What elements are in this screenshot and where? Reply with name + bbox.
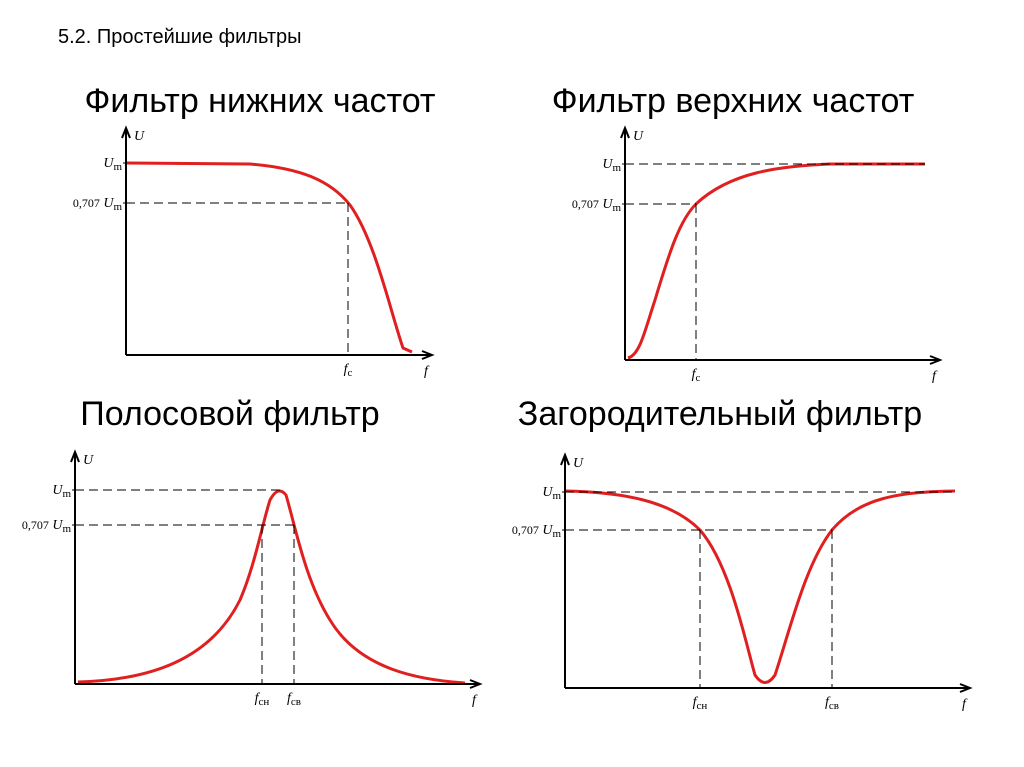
panel-title: Фильтр нижних частот <box>85 82 436 120</box>
x-axis-label: f <box>962 697 968 712</box>
x-axis <box>126 350 435 360</box>
cutoff-label: fсв <box>287 691 301 708</box>
y-axis <box>620 125 630 360</box>
label-subscript: св <box>829 700 839 712</box>
label-prefix: 0,707 <box>73 196 100 210</box>
x-axis-label: f <box>424 364 430 379</box>
label-subscript: m <box>113 201 122 213</box>
cutoff-label: fc <box>344 362 353 379</box>
label-symbol: f <box>287 691 293 706</box>
label-symbol: f <box>255 691 261 706</box>
label-subscript: m <box>113 161 122 173</box>
label-subscript: m <box>612 162 621 174</box>
cutoff-label: fсн <box>255 691 270 708</box>
y-level-label: 0,707 Um <box>572 197 622 214</box>
y-level-label: 0,707 Um <box>512 523 562 540</box>
label-symbol: f <box>825 695 831 710</box>
x-axis <box>565 683 973 693</box>
label-symbol: U <box>52 518 63 533</box>
label-subscript: c <box>348 367 353 379</box>
panel-title: Полосовой фильтр <box>80 395 379 433</box>
label-symbol: U <box>52 483 63 498</box>
label-subscript: m <box>552 528 561 540</box>
bandpass-curve <box>77 489 466 685</box>
label-subscript: m <box>552 490 561 502</box>
y-axis <box>121 125 131 355</box>
label-symbol: U <box>103 196 114 211</box>
lowpass-curve <box>125 161 413 354</box>
label-symbol: U <box>542 523 553 538</box>
y-axis-label: U <box>134 129 145 144</box>
label-symbol: U <box>103 156 114 171</box>
y-level-label: Um <box>602 157 621 174</box>
label-subscript: m <box>612 202 621 214</box>
panel-title: Загородительный фильтр <box>518 395 922 433</box>
cutoff-label: fc <box>692 367 701 384</box>
y-axis <box>560 452 570 688</box>
y-level-label: 0,707 Um <box>22 518 72 535</box>
label-subscript: c <box>696 372 701 384</box>
label-subscript: m <box>62 523 71 535</box>
label-subscript: сн <box>697 700 708 712</box>
slide-heading: 5.2. Простейшие фильтры <box>58 26 301 48</box>
label-symbol: U <box>602 197 613 212</box>
x-axis-label: f <box>472 693 478 708</box>
y-axis <box>70 449 80 684</box>
label-subscript: св <box>291 696 301 708</box>
label-symbol: f <box>344 362 350 377</box>
label-subscript: m <box>62 488 71 500</box>
label-prefix: 0,707 <box>572 197 599 211</box>
panel-title: Фильтр верхних частот <box>552 82 915 120</box>
label-prefix: 0,707 <box>22 518 49 532</box>
y-axis-label: U <box>633 129 644 144</box>
x-axis-label: f <box>932 369 938 384</box>
x-axis <box>75 679 483 689</box>
bandstop-curve <box>564 489 956 684</box>
y-level-label: Um <box>52 483 71 500</box>
y-level-label: 0,707 Um <box>73 196 123 213</box>
y-level-label: Um <box>542 485 561 502</box>
cutoff-label: fсв <box>825 695 839 712</box>
cutoff-label: fсн <box>693 695 708 712</box>
y-axis-label: U <box>83 453 94 468</box>
label-prefix: 0,707 <box>512 523 539 537</box>
label-symbol: U <box>602 157 613 172</box>
y-level-label: Um <box>103 156 122 173</box>
label-symbol: f <box>693 695 699 710</box>
label-subscript: сн <box>259 696 270 708</box>
y-axis-label: U <box>573 456 584 471</box>
highpass-curve <box>627 162 925 360</box>
label-symbol: f <box>692 367 698 382</box>
label-symbol: U <box>542 485 553 500</box>
x-axis <box>625 355 943 365</box>
